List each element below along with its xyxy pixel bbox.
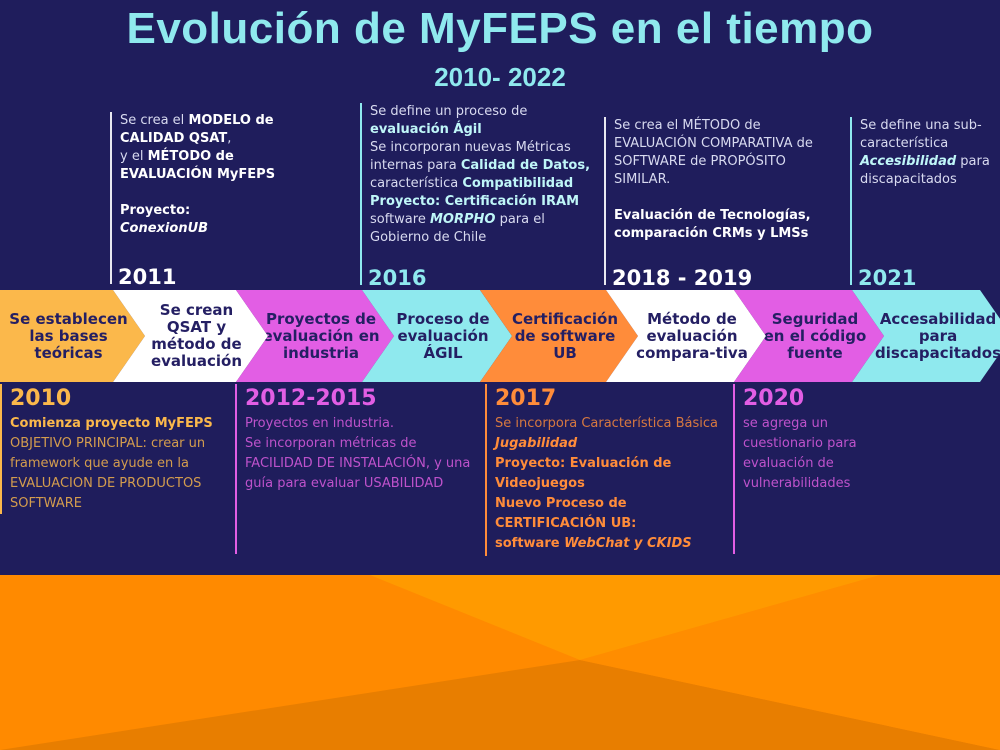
event-2021-year: 2021 xyxy=(858,266,917,290)
event-2011-text: Se crea el MODELO de CALIDAD QSAT, y el M… xyxy=(120,113,276,236)
event-2012-2015-text: Proyectos en industria. Se incorporan mét… xyxy=(245,416,471,491)
event-2011: Se crea el MODELO de CALIDAD QSAT, y el M… xyxy=(110,112,295,289)
date-range: 2010- 2022 xyxy=(434,62,566,92)
event-2012-2015-year: 2012-2015 xyxy=(245,386,377,411)
timeline-arrows: Se establecen las bases teóricas Se crea… xyxy=(0,290,1000,382)
event-2016: Se define un proceso de evaluación Ágil S… xyxy=(360,103,605,290)
page-title: Evolución de MyFEPS en el tiempo xyxy=(126,4,874,53)
geometric-background-icon xyxy=(0,575,1000,750)
arrow-certificacion: Certificación de software UB xyxy=(480,290,638,382)
event-2020-year: 2020 xyxy=(743,386,805,411)
event-2011-year: 2011 xyxy=(118,265,177,289)
event-2010-text: Comienza proyecto MyFEPS OBJETIVO PRINCIP… xyxy=(10,416,213,511)
event-2016-text: Se define un proceso de evaluación Ágil S… xyxy=(370,104,591,245)
event-2021-text: Se define una sub-característica Accesib… xyxy=(860,118,990,187)
event-2017-text: Se incorpora Característica Básica Jugabi… xyxy=(495,416,718,551)
event-2017-year: 2017 xyxy=(495,386,557,411)
decorative-footer xyxy=(0,575,1000,750)
event-2020: 2020 se agrega un cuestionario para eval… xyxy=(733,384,893,554)
event-2012-2015: 2012-2015 Proyectos en industria. Se inco… xyxy=(235,384,485,554)
event-2010: 2010 Comienza proyecto MyFEPS OBJETIVO PR… xyxy=(0,384,232,514)
event-2018-2019-year: 2018 - 2019 xyxy=(612,266,753,290)
event-2020-text: se agrega un cuestionario para evaluació… xyxy=(743,416,857,491)
event-2010-year: 2010 xyxy=(10,386,72,411)
event-2018-2019: Se crea el MÉTODO de EVALUACIÓN COMPARAT… xyxy=(604,117,839,290)
event-2016-year: 2016 xyxy=(368,266,427,290)
event-2021: Se define una sub-característica Accesib… xyxy=(850,117,1000,290)
arrow-seguridad: Seguridad en el código fuente xyxy=(734,290,884,382)
event-2017: 2017 Se incorpora Característica Básica J… xyxy=(485,384,730,556)
arrow-bases-teoricas: Se establecen las bases teóricas xyxy=(0,290,145,382)
event-2018-2019-text: Se crea el MÉTODO de EVALUACIÓN COMPARAT… xyxy=(614,118,813,241)
